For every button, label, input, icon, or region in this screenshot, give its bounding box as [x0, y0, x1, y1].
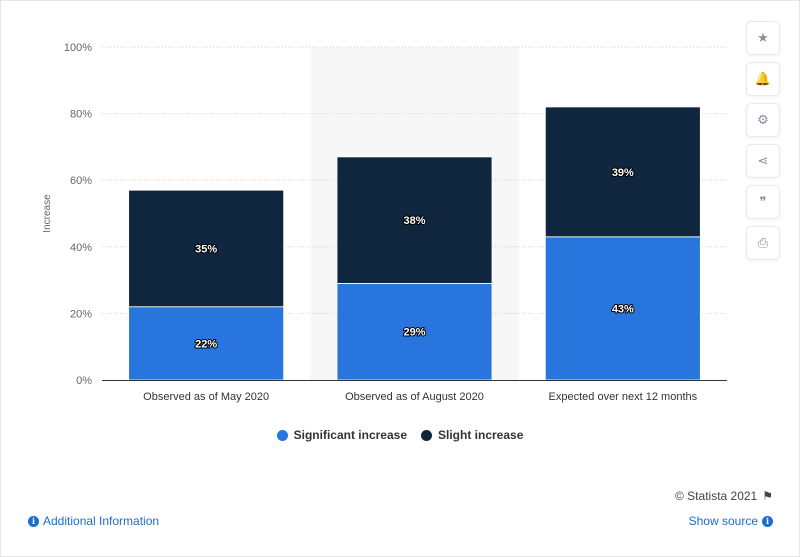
data-label: 29%	[403, 327, 425, 339]
x-category-label: Expected over next 12 months	[549, 391, 698, 403]
statista-credit[interactable]: © Statista 2021 ⚑	[675, 489, 773, 503]
data-label: 38%	[403, 215, 425, 227]
legend-label: Significant increase	[293, 428, 407, 442]
print-icon: ⎙	[757, 235, 769, 251]
star-icon: ★	[757, 30, 769, 46]
info-icon: i	[762, 515, 773, 527]
y-tick-label: 20%	[70, 308, 92, 320]
flag-icon: ⚑	[762, 489, 773, 503]
legend: Significant increase Slight increase	[0, 428, 800, 442]
show-source-label: Show source	[688, 514, 758, 528]
show-source-link[interactable]: Show source i	[689, 514, 773, 528]
print-button[interactable]: ⎙	[746, 226, 780, 260]
bar-significant	[128, 306, 285, 381]
data-label: 22%	[195, 338, 217, 350]
bar-slight	[336, 156, 493, 284]
y-tick-label: 100%	[64, 42, 92, 54]
bell-icon: 🔔	[754, 71, 772, 87]
quote-button[interactable]: ❞	[746, 185, 780, 219]
quote-icon: ❞	[759, 194, 767, 210]
data-label: 43%	[612, 303, 634, 315]
legend-item[interactable]: Slight increase	[421, 428, 523, 442]
y-tick-label: 60%	[70, 175, 92, 187]
bell-button[interactable]: 🔔	[746, 62, 780, 96]
data-label: 39%	[612, 167, 634, 179]
gear-icon: ⚙	[757, 112, 769, 128]
y-tick-label: 80%	[70, 109, 92, 121]
star-button[interactable]: ★	[746, 21, 780, 55]
x-category-label: Observed as of August 2020	[345, 391, 484, 403]
y-tick-label: 40%	[70, 242, 92, 254]
legend-swatch	[276, 429, 288, 441]
bar-slight	[128, 189, 285, 308]
side-toolbar: ★ 🔔 ⚙ ⋖ ❞ ⎙	[746, 21, 780, 260]
data-label: 35%	[195, 243, 217, 255]
share-icon: ⋖	[757, 153, 769, 169]
credit-text: © Statista 2021	[675, 489, 758, 503]
bar-slight	[544, 106, 701, 238]
gear-button[interactable]: ⚙	[746, 103, 780, 137]
y-tick-label: 0%	[76, 375, 92, 387]
x-category-label: Observed as of May 2020	[143, 391, 269, 403]
info-icon: i	[28, 515, 39, 527]
share-button[interactable]: ⋖	[746, 144, 780, 178]
additional-information-link[interactable]: i Additional Information	[28, 514, 159, 528]
y-axis-title: Increase	[42, 194, 53, 233]
legend-swatch	[421, 429, 432, 441]
legend-item[interactable]: Significant increase	[276, 428, 407, 442]
legend-label: Slight increase	[438, 428, 524, 442]
additional-information-label: Additional Information	[43, 514, 160, 528]
